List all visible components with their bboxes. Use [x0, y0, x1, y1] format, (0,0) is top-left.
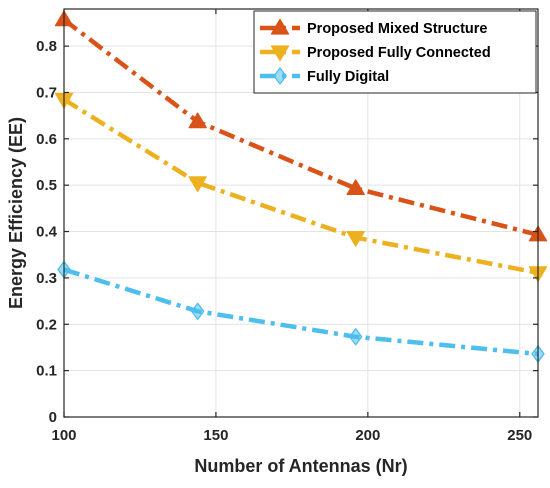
series-line: [63, 267, 539, 357]
legend-entry: Proposed Mixed Structure: [260, 18, 487, 37]
y-tick-label: 0.4: [36, 224, 58, 241]
x-axis-title: Number of Antennas (Nr): [194, 456, 407, 476]
data-point-marker: [188, 176, 207, 193]
y-tick-label: 0.1: [36, 363, 57, 380]
data-point-marker: [346, 179, 365, 196]
x-tick-label: 200: [355, 427, 380, 444]
data-point-marker: [191, 302, 205, 320]
y-tick-label: 0.5: [36, 177, 57, 194]
legend-marker: [273, 67, 287, 85]
legend-marker: [270, 18, 290, 35]
x-tick-label: 250: [507, 427, 532, 444]
y-axis-title: Energy Efficiency (EE): [6, 117, 26, 309]
series-line: [62, 97, 539, 276]
legend-label: Proposed Fully Connected: [307, 45, 491, 61]
legend-label: Fully Digital: [307, 69, 389, 85]
y-tick-label: 0.3: [36, 270, 57, 287]
legend-marker: [270, 45, 290, 62]
legend-entry: Proposed Fully Connected: [260, 45, 491, 62]
legend-entry: Fully Digital: [260, 67, 389, 85]
x-tick-label: 150: [203, 427, 228, 444]
series-3: [57, 260, 545, 363]
y-tick-label: 0.7: [36, 84, 57, 101]
legend-box: [253, 10, 537, 94]
legend-label: Proposed Mixed Structure: [307, 21, 487, 37]
plot-area-frame: [63, 8, 539, 418]
series-group: [54, 10, 548, 363]
data-point-marker: [188, 112, 207, 129]
y-tick-label: 0.6: [36, 131, 57, 148]
x-tick-label: 100: [51, 427, 76, 444]
y-tick-label: 0.2: [36, 316, 57, 333]
data-point-marker: [346, 230, 365, 247]
series-2: [54, 92, 548, 282]
y-tick-label: 0.8: [36, 38, 57, 55]
legend: Proposed Mixed Structure Proposed Fully C…: [253, 10, 537, 94]
y-tick-label: 0: [49, 409, 57, 426]
axis-ticks: 0 0.1 0.2 0.3 0.4 0.5 0.6 0.7 0.8 100 150 200 250: [36, 9, 538, 444]
data-point-marker: [349, 328, 363, 346]
